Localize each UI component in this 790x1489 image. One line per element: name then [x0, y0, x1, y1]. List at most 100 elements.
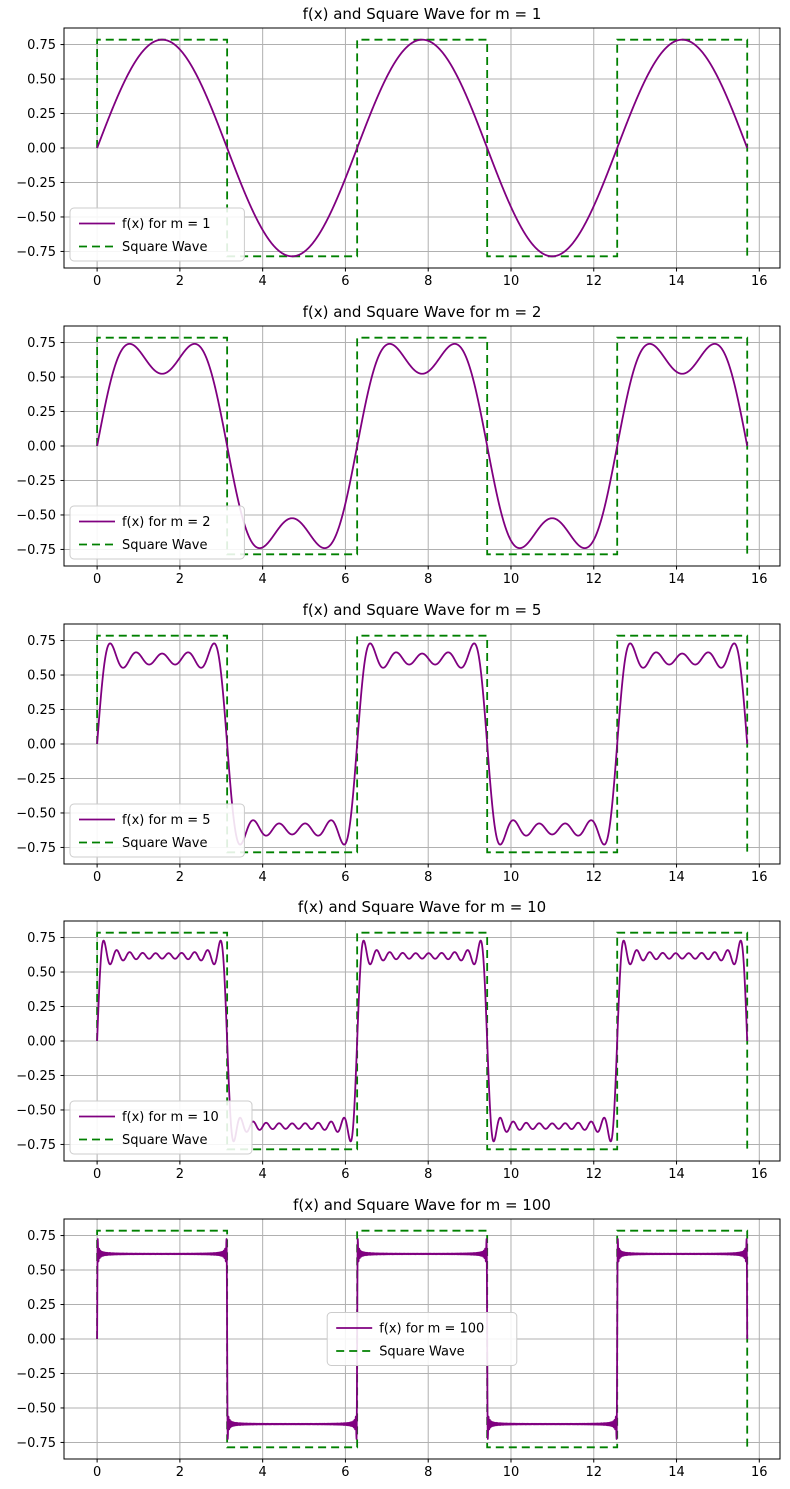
x-tick-label: 16 — [751, 274, 768, 289]
y-tick-label: 0.25 — [27, 1000, 56, 1015]
x-tick-label: 4 — [259, 1167, 267, 1182]
y-tick-label: −0.75 — [16, 543, 56, 558]
x-tick-label: 6 — [341, 870, 349, 885]
x-tick-label: 8 — [424, 1465, 432, 1480]
x-tick-label: 0 — [93, 1167, 101, 1182]
y-tick-label: −0.25 — [16, 1069, 56, 1084]
x-tick-label: 4 — [259, 274, 267, 289]
x-tick-label: 2 — [176, 1167, 184, 1182]
legend: f(x) for m = 1 Square Wave — [69, 207, 245, 262]
plot-canvas-m-100: 0 2 4 6 8 10 12 14 16 −0.75 −0.50 −0.25 0.00 0.25 0.50… — [16, 1218, 781, 1480]
x-tick-label: 14 — [668, 1167, 685, 1182]
x-tick-label: 10 — [503, 870, 520, 885]
subplot-m-5: f(x) and Square Wave for m = 5 0 2 4 6 8 10 12… — [0, 596, 790, 894]
legend-box — [69, 1100, 253, 1155]
y-tick-label: 0.25 — [27, 703, 56, 718]
legend-box — [326, 1312, 518, 1367]
y-tick-label: 0.50 — [27, 668, 56, 683]
y-tick-label: 0.25 — [27, 1298, 56, 1313]
legend: f(x) for m = 10 Square Wave — [69, 1100, 253, 1155]
legend-label-f: f(x) for m = 10 — [122, 1110, 219, 1125]
legend-label-f: f(x) for m = 100 — [379, 1322, 484, 1337]
y-tick-label: 0.75 — [27, 336, 56, 351]
legend-label-square: Square Wave — [122, 1133, 207, 1148]
y-tick-label: −0.50 — [16, 1104, 56, 1119]
y-tick-label: 0.25 — [27, 107, 56, 122]
x-tick-label: 6 — [341, 1465, 349, 1480]
y-tick-label: −0.75 — [16, 1436, 56, 1451]
x-tick-label: 6 — [341, 572, 349, 587]
x-tick-label: 12 — [585, 274, 602, 289]
subplot-m-100: f(x) and Square Wave for m = 100 0 2 4 6 8 10… — [0, 1191, 790, 1489]
x-tick-label: 16 — [751, 572, 768, 587]
legend: f(x) for m = 5 Square Wave — [69, 803, 245, 858]
y-tick-label: −0.75 — [16, 841, 56, 856]
x-tick-label: 2 — [176, 572, 184, 587]
legend-label-f: f(x) for m = 1 — [122, 217, 211, 232]
legend-label-square: Square Wave — [122, 836, 207, 851]
legend: f(x) for m = 2 Square Wave — [69, 505, 245, 560]
x-tick-label: 8 — [424, 572, 432, 587]
x-tick-label: 14 — [668, 1465, 685, 1480]
x-tick-label: 16 — [751, 1465, 768, 1480]
y-tick-label: 0.50 — [27, 966, 56, 981]
plot-canvas-m-10: 0 2 4 6 8 10 12 14 16 −0.75 −0.50 −0.25 0.00 0.25 0.50… — [16, 920, 781, 1182]
f-curve-line — [96, 642, 749, 846]
plot-title: f(x) and Square Wave for m = 100 — [293, 1196, 551, 1215]
legend-box — [69, 207, 245, 262]
x-tick-label: 4 — [259, 572, 267, 587]
x-tick-label: 14 — [668, 274, 685, 289]
x-tick-label: 12 — [585, 870, 602, 885]
y-tick-label: −0.25 — [16, 772, 56, 787]
plot-canvas-m-1: 0 2 4 6 8 10 12 14 16 −0.75 −0.50 −0.25 0.00 0.25 0.50… — [16, 27, 781, 289]
legend-box — [69, 505, 245, 560]
x-tick-label: 0 — [93, 1465, 101, 1480]
x-tick-label: 6 — [341, 274, 349, 289]
x-tick-label: 6 — [341, 1167, 349, 1182]
x-tick-label: 12 — [585, 1167, 602, 1182]
x-tick-label: 2 — [176, 274, 184, 289]
plot-canvas-m-2: 0 2 4 6 8 10 12 14 16 −0.75 −0.50 −0.25 0.00 0.25 0.50… — [16, 325, 781, 587]
y-tick-label: −0.50 — [16, 508, 56, 523]
x-tick-label: 8 — [424, 870, 432, 885]
legend-label-square: Square Wave — [122, 538, 207, 553]
subplot-m-2: f(x) and Square Wave for m = 2 0 2 4 6 8 10 12… — [0, 298, 790, 596]
y-tick-label: 0.50 — [27, 370, 56, 385]
plot-title: f(x) and Square Wave for m = 5 — [302, 600, 542, 619]
legend: f(x) for m = 100 Square Wave — [326, 1312, 518, 1367]
subplot-m-10: f(x) and Square Wave for m = 10 0 2 4 6 8 10 1… — [0, 893, 790, 1191]
x-tick-label: 16 — [751, 870, 768, 885]
y-tick-label: 0.50 — [27, 1264, 56, 1279]
x-tick-label: 10 — [503, 1167, 520, 1182]
f-curve-line — [96, 940, 749, 1143]
y-tick-label: −0.50 — [16, 210, 56, 225]
y-tick-label: 0.00 — [27, 737, 56, 752]
y-tick-label: 0.00 — [27, 439, 56, 454]
x-tick-label: 10 — [503, 274, 520, 289]
y-tick-label: −0.50 — [16, 806, 56, 821]
legend-box — [69, 803, 245, 858]
f-curve-line — [96, 38, 749, 258]
plot-canvas-m-5: 0 2 4 6 8 10 12 14 16 −0.75 −0.50 −0.25 0.00 0.25 0.50… — [16, 623, 781, 885]
x-tick-label: 2 — [176, 870, 184, 885]
y-tick-label: 0.75 — [27, 931, 56, 946]
subplot-m-1: f(x) and Square Wave for m = 1 0 2 4 6 8 10 12… — [0, 0, 790, 298]
x-tick-label: 14 — [668, 870, 685, 885]
x-tick-label: 12 — [585, 1465, 602, 1480]
x-tick-label: 0 — [93, 870, 101, 885]
plot-title: f(x) and Square Wave for m = 1 — [302, 5, 542, 23]
x-tick-label: 0 — [93, 572, 101, 587]
plot-title: f(x) and Square Wave for m = 2 — [302, 302, 542, 321]
y-tick-label: −0.50 — [16, 1402, 56, 1417]
legend-label-f: f(x) for m = 2 — [122, 515, 211, 530]
x-tick-label: 14 — [668, 572, 685, 587]
y-tick-label: −0.75 — [16, 245, 56, 260]
y-tick-label: 0.00 — [27, 1333, 56, 1348]
y-tick-label: −0.75 — [16, 1138, 56, 1153]
legend-label-f: f(x) for m = 5 — [122, 813, 211, 828]
plot-title: f(x) and Square Wave for m = 10 — [297, 898, 547, 917]
y-tick-label: 0.25 — [27, 405, 56, 420]
f-curve-line — [96, 342, 749, 549]
x-tick-label: 4 — [259, 1465, 267, 1480]
y-tick-label: 0.75 — [27, 634, 56, 649]
